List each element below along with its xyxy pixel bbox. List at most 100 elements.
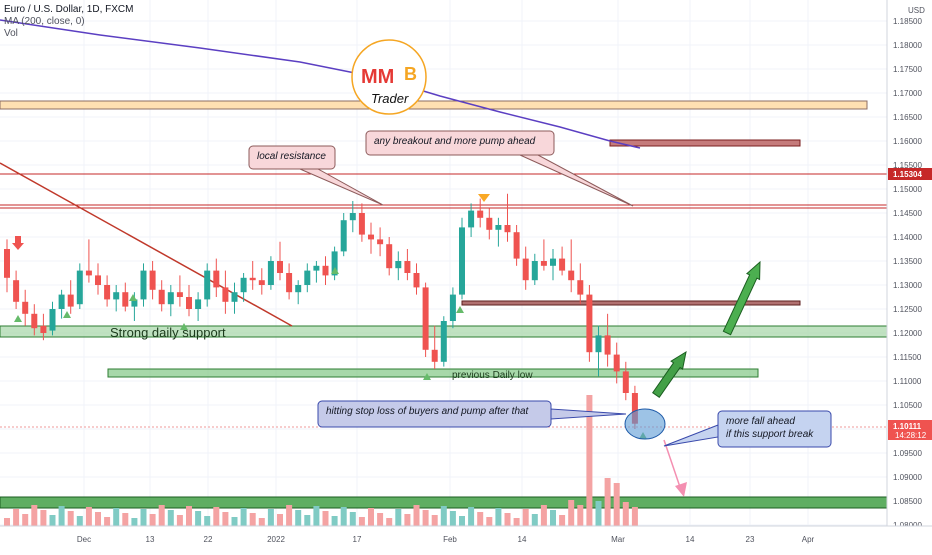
candle-body[interactable] xyxy=(58,294,65,309)
downtrend-line[interactable] xyxy=(0,162,293,327)
price-axis-tick: 1.11500 xyxy=(893,353,922,362)
volume-indicator-label[interactable]: Vol xyxy=(4,28,18,39)
bearish-arrow-shaft[interactable] xyxy=(663,439,682,491)
candle-body[interactable] xyxy=(522,258,529,281)
candle-body[interactable] xyxy=(395,261,402,269)
volume-bar xyxy=(386,518,393,526)
bullish-arrow-lower[interactable] xyxy=(652,350,687,398)
bullish-arrow-upper[interactable] xyxy=(722,260,761,336)
candle-body[interactable] xyxy=(49,309,56,331)
candle-body[interactable] xyxy=(240,277,247,293)
candle-body[interactable] xyxy=(40,325,47,333)
candle-body[interactable] xyxy=(67,294,74,307)
candle-body[interactable] xyxy=(176,292,183,297)
mid-resistance-zone[interactable] xyxy=(461,300,801,306)
symbol-title[interactable]: Euro / U.S. Dollar, 1D, FXCM xyxy=(4,4,134,15)
local-resistance-callout-box[interactable] xyxy=(248,145,336,170)
candle-body[interactable] xyxy=(577,280,584,295)
more-fall-callout-text: more fall ahead xyxy=(726,416,795,427)
upper-target-zone[interactable] xyxy=(609,139,801,147)
volume-bar xyxy=(131,518,138,526)
breakdown-highlight-ellipse[interactable] xyxy=(624,408,666,440)
candle-body[interactable] xyxy=(249,277,256,281)
candle-body[interactable] xyxy=(158,289,165,305)
candle-body[interactable] xyxy=(313,265,320,271)
candle-body[interactable] xyxy=(295,285,302,293)
chart-header: Euro / U.S. Dollar, 1D, FXCM MA (200, cl… xyxy=(4,4,133,40)
ma-indicator-label[interactable]: MA (200, close, 0) xyxy=(4,16,85,27)
candle-body[interactable] xyxy=(186,297,192,309)
candle-body[interactable] xyxy=(277,261,283,273)
candle-body[interactable] xyxy=(386,244,393,269)
volume-bar xyxy=(622,502,629,526)
breakout-callout-box[interactable] xyxy=(365,130,555,156)
candle-body[interactable] xyxy=(231,292,238,302)
candle-body[interactable] xyxy=(495,225,502,230)
candle-body[interactable] xyxy=(13,280,20,302)
volume-bar xyxy=(267,509,274,526)
candle-body[interactable] xyxy=(213,270,220,288)
candle-body[interactable] xyxy=(431,349,438,362)
candle-body[interactable] xyxy=(113,292,120,300)
candle-body[interactable] xyxy=(622,371,629,393)
candle-body[interactable] xyxy=(513,232,520,259)
candle-body[interactable] xyxy=(195,299,202,309)
candle-body[interactable] xyxy=(613,354,620,372)
candle-body[interactable] xyxy=(131,299,138,307)
candle-body[interactable] xyxy=(477,210,484,218)
logo-bitcoin-glyph: B xyxy=(404,64,417,84)
candle-body[interactable] xyxy=(504,225,511,233)
candle-body[interactable] xyxy=(459,227,465,295)
candle-body[interactable] xyxy=(531,261,538,281)
candle-body[interactable] xyxy=(340,220,347,252)
candle-body[interactable] xyxy=(85,270,92,276)
candle-body[interactable] xyxy=(586,294,593,353)
candle-body[interactable] xyxy=(550,258,556,266)
price-axis-tick: 1.13500 xyxy=(893,257,922,266)
more-fall-callout-box[interactable] xyxy=(717,410,832,448)
bearish-arrow-head[interactable] xyxy=(675,482,687,497)
stop-loss-callout-box[interactable] xyxy=(317,400,552,428)
candle-body[interactable] xyxy=(368,234,374,240)
candle-body[interactable] xyxy=(559,258,566,271)
candle-body[interactable] xyxy=(4,249,10,278)
candle-body[interactable] xyxy=(422,287,429,350)
candle-body[interactable] xyxy=(104,285,111,300)
candle-body[interactable] xyxy=(258,280,265,285)
candle-body[interactable] xyxy=(322,265,329,276)
candle-body[interactable] xyxy=(440,321,447,362)
candle-body[interactable] xyxy=(413,273,420,288)
candle-body[interactable] xyxy=(149,270,156,290)
candle-body[interactable] xyxy=(349,213,356,221)
candle-body[interactable] xyxy=(122,292,129,307)
buy-signal-triangle xyxy=(456,306,464,313)
volume-bar xyxy=(58,506,65,526)
candle-body[interactable] xyxy=(222,287,229,302)
volume-bar xyxy=(631,507,638,526)
candle-body[interactable] xyxy=(167,292,174,305)
candle-body[interactable] xyxy=(449,294,456,321)
candle-body[interactable] xyxy=(31,313,38,329)
candle-body[interactable] xyxy=(95,275,101,285)
candle-body[interactable] xyxy=(540,261,547,266)
candle-body[interactable] xyxy=(595,335,602,353)
candle-body[interactable] xyxy=(377,239,384,245)
candle-body[interactable] xyxy=(486,217,493,230)
previous-low-zone[interactable] xyxy=(107,368,759,378)
candle-body[interactable] xyxy=(358,213,365,235)
candle-body[interactable] xyxy=(22,301,29,314)
candle-body[interactable] xyxy=(568,270,575,281)
candle-body[interactable] xyxy=(204,270,211,300)
candle-body[interactable] xyxy=(631,393,638,424)
candle-body[interactable] xyxy=(140,270,147,300)
candle-body[interactable] xyxy=(286,273,293,293)
candle-body[interactable] xyxy=(304,270,311,285)
candle-body[interactable] xyxy=(76,270,83,305)
upper-supply-zone[interactable] xyxy=(0,100,868,110)
candle-body[interactable] xyxy=(468,210,475,228)
candle-body[interactable] xyxy=(604,335,611,355)
candle-body[interactable] xyxy=(404,261,411,273)
candle-body[interactable] xyxy=(267,261,274,285)
candle-body[interactable] xyxy=(331,251,338,276)
